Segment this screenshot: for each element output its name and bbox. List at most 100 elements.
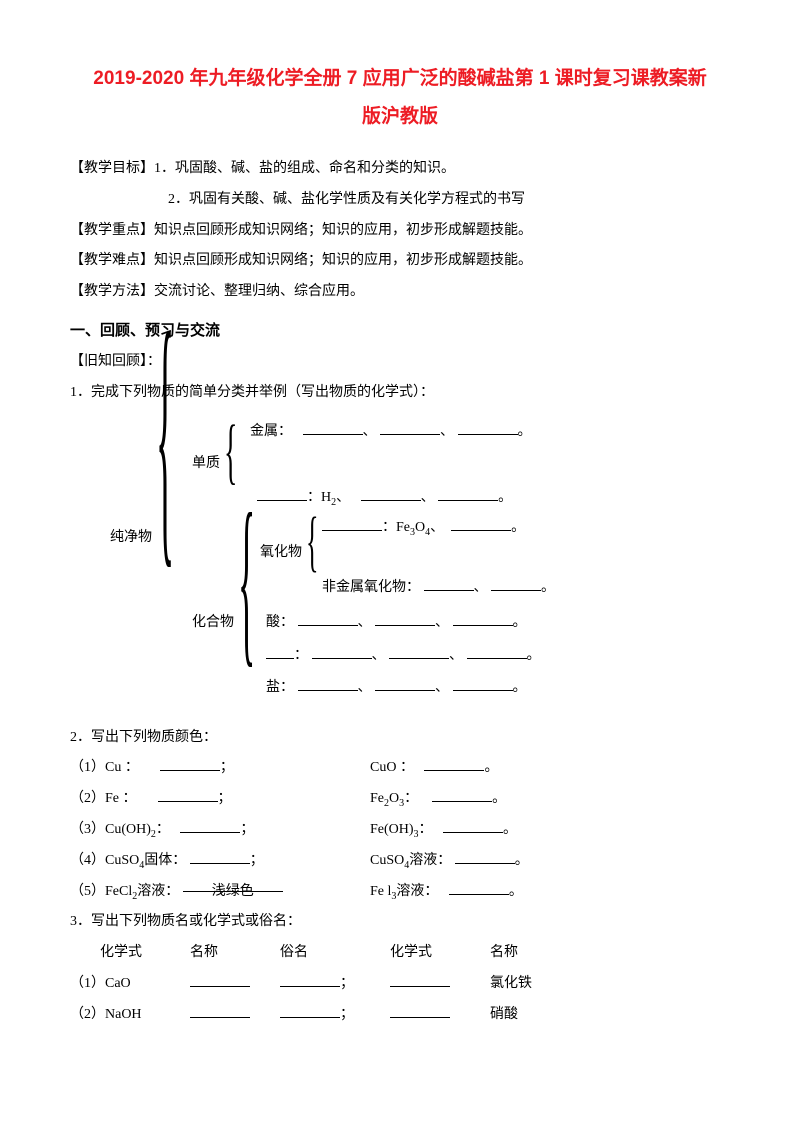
comma: 、 <box>336 490 350 505</box>
blank-field[interactable] <box>298 676 358 691</box>
blank-field[interactable] <box>449 880 509 895</box>
semi: ； <box>340 1007 354 1022</box>
blank-field[interactable] <box>467 644 527 659</box>
fecl2-a: （5）FeCl <box>70 884 132 899</box>
fe2o3-a: Fe <box>370 791 384 806</box>
goal-1: 1．巩固酸、碱、盐的组成、命名和分类的知识。 <box>154 161 455 176</box>
goals-label: 【教学目标】 <box>70 161 154 176</box>
cuso4s-tail: 固体： <box>144 853 186 868</box>
period: 。 <box>498 490 512 505</box>
comma: 、 <box>372 648 386 663</box>
blank-field[interactable] <box>380 420 440 435</box>
method-label: 【教学方法】 <box>70 284 154 299</box>
name-header-row: 化学式 名称 俗名 化学式 名称 <box>70 938 730 969</box>
name-row-1: （1）CaO ； 氯化铁 <box>70 969 730 1000</box>
blank-field[interactable] <box>424 756 484 771</box>
period: 。 <box>518 424 532 439</box>
blank-field[interactable] <box>322 516 382 531</box>
blank-field[interactable] <box>491 576 541 591</box>
tree-huahewu: 化合物 <box>192 608 234 639</box>
blank-field[interactable] <box>190 972 250 987</box>
brace-icon: { <box>238 376 255 788</box>
fel3-a: Fe l <box>370 884 391 899</box>
fe-label: （2）Fe ： <box>70 791 137 806</box>
comma: 、 <box>440 424 454 439</box>
semi: ； <box>218 791 232 806</box>
comma: 、 <box>449 648 463 663</box>
color-row-2: （2）Fe ： ； Fe2O3： 。 <box>70 784 730 815</box>
blank-field[interactable] <box>390 1003 450 1018</box>
blank-field[interactable] <box>280 972 340 987</box>
r1-formula: （1）CaO <box>70 969 190 1000</box>
fe3o4-label: ：Fe <box>382 520 410 535</box>
blank-field[interactable] <box>257 486 307 501</box>
blank-field[interactable] <box>180 818 240 833</box>
period: 。 <box>513 680 527 695</box>
blank-field[interactable] <box>453 676 513 691</box>
tree-fe3o4-line: ：Fe3O4、 。 <box>322 513 525 544</box>
header-formula: 化学式 <box>70 938 190 969</box>
suan-label: 酸： <box>266 615 294 630</box>
document-title: 2019-2020 年九年级化学全册 7 应用广泛的酸碱盐第 1 课时复习课教案… <box>70 60 730 136</box>
classification-tree: 纯净物 { 单质 { 金属： 、 、 。 ：H2、 、 。 化合物 { 氧化物 … <box>110 413 730 723</box>
diff-label: 【教学难点】 <box>70 253 154 268</box>
blank-field[interactable] <box>424 576 474 591</box>
blank-field[interactable] <box>455 849 515 864</box>
period: 。 <box>503 822 517 837</box>
blank-field[interactable] <box>266 644 294 659</box>
brace-icon: { <box>224 373 237 533</box>
cuoh2-tail: ： <box>156 822 170 837</box>
focus-label: 【教学重点】 <box>70 223 154 238</box>
blank-field[interactable] <box>389 644 449 659</box>
color-row-3: （3）Cu(OH)2： ； Fe(OH)3： 。 <box>70 815 730 846</box>
blank-field[interactable] <box>451 516 511 531</box>
comma: 、 <box>435 615 449 630</box>
r2-formula: （2）NaOH <box>70 1000 190 1031</box>
cuso4l-tail: 溶液： <box>409 853 451 868</box>
header-name: 名称 <box>190 938 280 969</box>
blank-field[interactable] <box>443 818 503 833</box>
colon: ： <box>294 648 308 663</box>
period: 。 <box>541 580 555 595</box>
fecl2-answer[interactable]: 浅绿色 <box>183 877 283 892</box>
blank-field[interactable] <box>390 972 450 987</box>
semi: ； <box>340 976 354 991</box>
name-row-2: （2）NaOH ； 硝酸 <box>70 1000 730 1031</box>
color-row-4: （4）CuSO4固体： ； CuSO4溶液： 。 <box>70 846 730 877</box>
blank-field[interactable] <box>280 1003 340 1018</box>
fel3-tail: 溶液： <box>396 884 438 899</box>
blank-field[interactable] <box>375 611 435 626</box>
comma: 、 <box>358 680 372 695</box>
cuso4l-a: CuSO <box>370 853 404 868</box>
blank-field[interactable] <box>458 420 518 435</box>
blank-field[interactable] <box>432 787 492 802</box>
blank-field[interactable] <box>312 644 372 659</box>
blank-field[interactable] <box>438 486 498 501</box>
blank-field[interactable] <box>190 1003 250 1018</box>
period: 。 <box>484 760 498 775</box>
blank-field[interactable] <box>158 787 218 802</box>
tree-feijinshu-line: 非金属氧化物： 、 。 <box>322 573 555 604</box>
r2-name2: 硝酸 <box>490 1000 570 1031</box>
blank-field[interactable] <box>375 676 435 691</box>
cuo-label: CuO ： <box>370 760 414 775</box>
header-common: 俗名 <box>280 938 390 969</box>
semi: ； <box>250 853 264 868</box>
tree-jinshu-line: 金属： 、 、 。 <box>250 417 532 448</box>
blank-field[interactable] <box>361 486 421 501</box>
feoh3-a: Fe(OH) <box>370 822 414 837</box>
comma: 、 <box>363 424 377 439</box>
jinshu-label: 金属： <box>250 424 292 439</box>
diff-text: 知识点回顾形成知识网络；知识的应用，初步形成解题技能。 <box>154 253 532 268</box>
blank-field[interactable] <box>190 849 250 864</box>
period: 。 <box>515 853 529 868</box>
blank-field[interactable] <box>303 420 363 435</box>
blank-field[interactable] <box>298 611 358 626</box>
blank-field[interactable] <box>453 611 513 626</box>
title-line-2: 版沪教版 <box>70 98 730 136</box>
brace-icon: { <box>156 131 174 758</box>
fe2o3-tail: ： <box>404 791 418 806</box>
tree-jian-line: ： 、 、 。 <box>266 641 541 672</box>
cuso4s-a: （4）CuSO <box>70 853 139 868</box>
blank-field[interactable] <box>160 756 220 771</box>
